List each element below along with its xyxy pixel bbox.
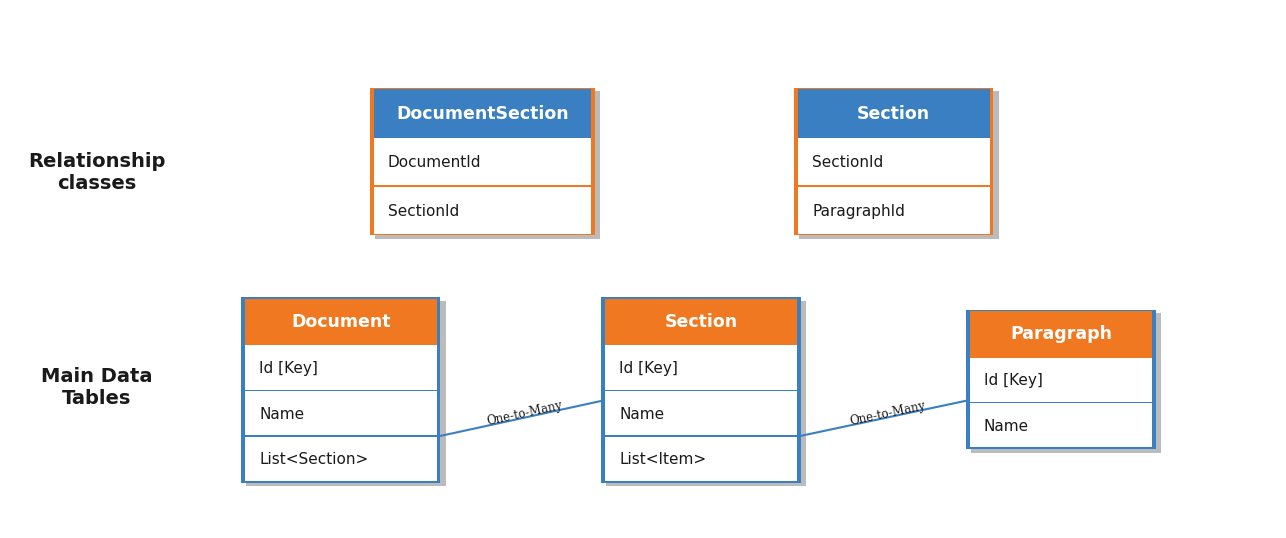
- Bar: [970, 404, 1152, 448]
- Bar: [242, 298, 440, 483]
- Bar: [244, 299, 437, 345]
- Text: DocumentId: DocumentId: [388, 155, 481, 170]
- Text: Relationship
classes: Relationship classes: [28, 152, 165, 193]
- Bar: [376, 91, 599, 239]
- Text: Section: Section: [665, 313, 737, 331]
- Bar: [970, 311, 1152, 358]
- Text: One-to-Many: One-to-Many: [849, 399, 926, 428]
- Bar: [797, 187, 990, 233]
- Bar: [244, 345, 437, 390]
- Bar: [602, 298, 800, 483]
- Bar: [604, 437, 797, 481]
- Text: List<Section>: List<Section>: [260, 452, 368, 468]
- Text: SectionId: SectionId: [813, 155, 883, 170]
- Text: ParagraphId: ParagraphId: [813, 203, 905, 218]
- Bar: [244, 391, 437, 435]
- Text: Name: Name: [260, 407, 305, 422]
- Text: List<Item>: List<Item>: [620, 452, 706, 468]
- Text: DocumentSection: DocumentSection: [396, 105, 568, 123]
- Bar: [370, 88, 594, 235]
- Bar: [966, 309, 1156, 449]
- Text: One-to-Many: One-to-Many: [486, 399, 563, 428]
- Bar: [799, 91, 998, 239]
- Bar: [604, 345, 797, 390]
- Bar: [373, 138, 590, 185]
- Bar: [797, 89, 990, 138]
- Bar: [244, 437, 437, 481]
- Bar: [797, 138, 990, 185]
- Text: Id [Key]: Id [Key]: [984, 373, 1043, 388]
- Text: SectionId: SectionId: [388, 203, 459, 218]
- Text: Name: Name: [984, 419, 1029, 434]
- Bar: [373, 187, 590, 233]
- Text: Main Data
Tables: Main Data Tables: [41, 367, 152, 408]
- Text: Id [Key]: Id [Key]: [620, 361, 678, 376]
- Text: Name: Name: [620, 407, 665, 422]
- Bar: [793, 88, 993, 235]
- Bar: [247, 301, 446, 486]
- Bar: [373, 89, 590, 138]
- Text: Paragraph: Paragraph: [1010, 325, 1112, 343]
- Bar: [970, 358, 1152, 402]
- Bar: [604, 391, 797, 435]
- Bar: [971, 313, 1161, 453]
- Bar: [604, 299, 797, 345]
- Text: Document: Document: [291, 313, 391, 331]
- Text: Section: Section: [858, 105, 930, 123]
- Bar: [607, 301, 805, 486]
- Text: Id [Key]: Id [Key]: [260, 361, 318, 376]
